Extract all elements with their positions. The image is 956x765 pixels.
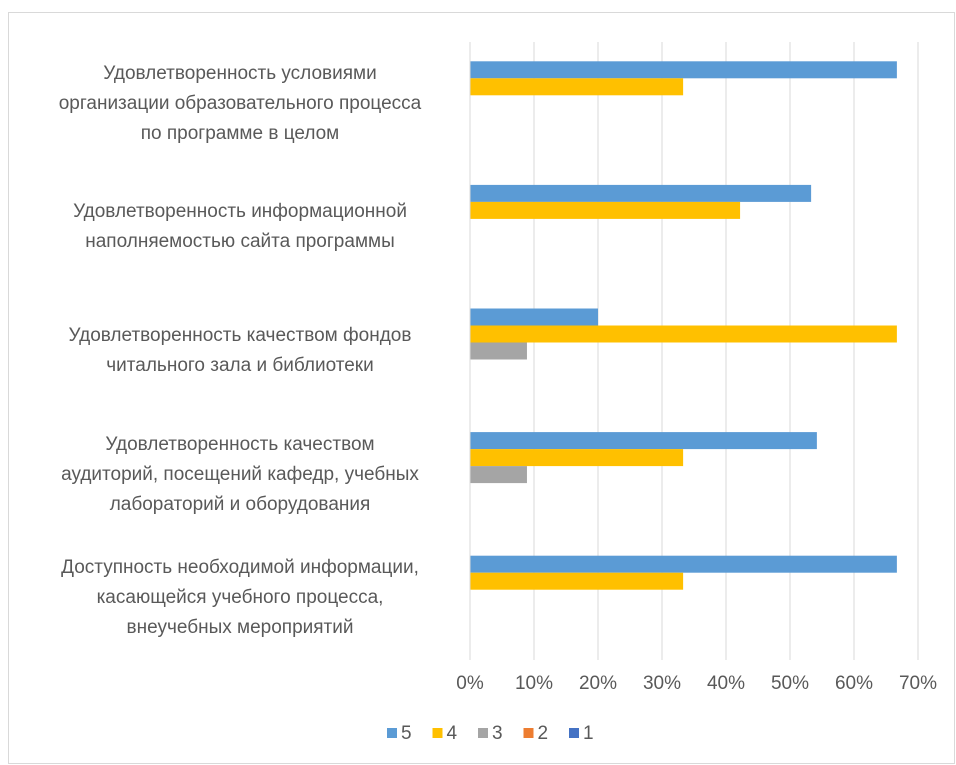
- legend-label: 3: [492, 723, 503, 744]
- x-tick-label: 50%: [771, 673, 809, 694]
- bar: [470, 201, 741, 219]
- bar: [470, 308, 598, 326]
- legend-swatch: [523, 728, 534, 738]
- bar: [470, 572, 684, 590]
- legend-label: 1: [583, 723, 594, 744]
- bar: [470, 342, 527, 360]
- category-label: Удовлетворенность качеством фондов читал…: [68, 325, 412, 376]
- legend-label: 2: [538, 723, 549, 744]
- legend-label: 5: [401, 723, 412, 744]
- x-tick-label: 40%: [707, 673, 745, 694]
- x-tick-label: 70%: [899, 673, 937, 694]
- bar: [470, 61, 897, 79]
- category-label: Доступность необходимой информации, каса…: [61, 557, 419, 639]
- category-label: Удовлетворенность условиями организации …: [58, 62, 422, 144]
- x-tick-label: 0%: [456, 673, 484, 694]
- legend-swatch: [432, 728, 443, 738]
- x-tick-label: 20%: [579, 673, 617, 694]
- bar: [470, 449, 684, 467]
- bar: [470, 184, 812, 202]
- bar: [470, 78, 684, 96]
- x-tick-label: 60%: [835, 673, 873, 694]
- bar: [470, 432, 817, 450]
- legend-label: 4: [447, 723, 458, 744]
- chart-border: [8, 12, 955, 764]
- legend-swatch: [569, 728, 579, 738]
- bar: [470, 555, 897, 573]
- x-tick-label: 10%: [515, 673, 553, 694]
- category-label: Удовлетворенность информационной наполня…: [73, 201, 407, 253]
- bar: [470, 325, 897, 343]
- bar: [470, 466, 527, 484]
- legend-swatch: [478, 728, 488, 738]
- x-tick-label: 30%: [643, 673, 681, 694]
- category-label: Удовлетворенность качеством аудиторий, п…: [61, 433, 419, 515]
- legend-swatch: [387, 728, 397, 738]
